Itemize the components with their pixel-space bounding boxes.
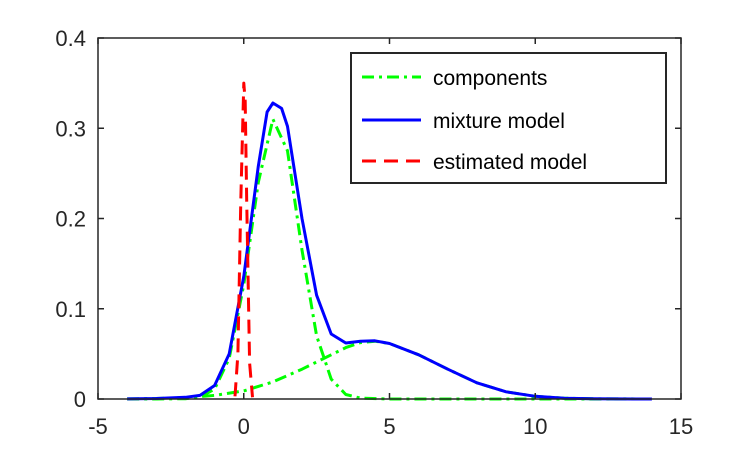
x-tick-label: -5 — [88, 414, 108, 439]
y-tick-label: 0.4 — [55, 26, 86, 51]
legend-label-mixture-model: mixture model — [433, 110, 565, 133]
y-tick-label: 0.1 — [55, 297, 86, 322]
y-tick-label: 0.3 — [55, 116, 86, 141]
legend-label-components: components — [433, 67, 547, 90]
legend: components mixture model estimated model — [350, 52, 667, 184]
legend-label-estimated-model: estimated model — [433, 151, 587, 174]
x-tick-label: 15 — [669, 414, 693, 439]
legend-box — [350, 52, 667, 184]
y-tick-label: 0 — [74, 387, 86, 412]
x-tick-label: 5 — [383, 414, 395, 439]
x-tick-label: 10 — [523, 414, 547, 439]
series-line-mixture — [127, 101, 652, 401]
y-tick-label: 0.2 — [55, 207, 86, 232]
x-tick-label: 0 — [238, 414, 250, 439]
series-line-estimated — [233, 81, 254, 398]
